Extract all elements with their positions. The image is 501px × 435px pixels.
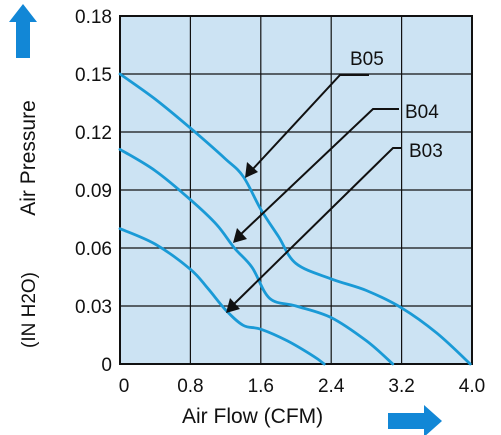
y-tick-label: 0.12 bbox=[75, 123, 112, 144]
x-tick-labels: 0 0.8 1.6 2.4 3.2 4.0 bbox=[119, 376, 486, 397]
series-line-b04 bbox=[118, 148, 395, 366]
x-tick-label: 0 bbox=[119, 376, 130, 397]
curve-label-b04: B04 bbox=[405, 102, 439, 123]
callout-leader-b03 bbox=[232, 147, 402, 306]
series-group bbox=[118, 72, 472, 366]
x-tick-label: 4.0 bbox=[459, 376, 485, 397]
curve-label-b03: B03 bbox=[409, 141, 443, 162]
callout-leader-b05 bbox=[251, 74, 369, 171]
series-line-b03 bbox=[118, 227, 326, 366]
series-line-b05 bbox=[118, 72, 472, 366]
y-tick-labels: 0.18 0.15 0.12 0.09 0.06 0.03 0 bbox=[75, 7, 112, 376]
y-tick-label: 0.09 bbox=[75, 181, 112, 202]
callout-arrowhead-b04 bbox=[233, 228, 247, 243]
x-tick-label: 1.6 bbox=[248, 376, 274, 397]
x-tick-label: 0.8 bbox=[177, 376, 203, 397]
x-axis-arrow-icon bbox=[388, 405, 442, 435]
y-axis-unit-group: (IN H2O) bbox=[19, 272, 40, 348]
y-tick-label: 0.06 bbox=[75, 239, 112, 260]
callout-leader-b04 bbox=[239, 108, 399, 236]
plot-frame bbox=[119, 15, 473, 365]
x-tick-label: 2.4 bbox=[318, 376, 345, 397]
callout-arrowhead-b03 bbox=[226, 298, 240, 313]
y-tick-label: 0 bbox=[101, 355, 112, 376]
y-axis-arrow-icon bbox=[9, 4, 37, 58]
y-axis-title-group: Air Pressure bbox=[17, 100, 40, 216]
y-tick-label: 0.18 bbox=[75, 7, 112, 28]
curve-callouts: B05 B04 B03 bbox=[226, 49, 443, 313]
y-axis-title: Air Pressure bbox=[17, 100, 40, 216]
y-axis-unit: (IN H2O) bbox=[19, 272, 40, 348]
x-tick-label: 3.2 bbox=[388, 376, 414, 397]
y-tick-label: 0.03 bbox=[75, 297, 112, 318]
callout-arrowhead-b05 bbox=[245, 162, 258, 178]
grid bbox=[120, 16, 472, 364]
x-axis-title: Air Flow (CFM) bbox=[182, 405, 323, 428]
curve-label-b05: B05 bbox=[350, 49, 384, 70]
y-tick-label: 0.15 bbox=[75, 65, 112, 86]
